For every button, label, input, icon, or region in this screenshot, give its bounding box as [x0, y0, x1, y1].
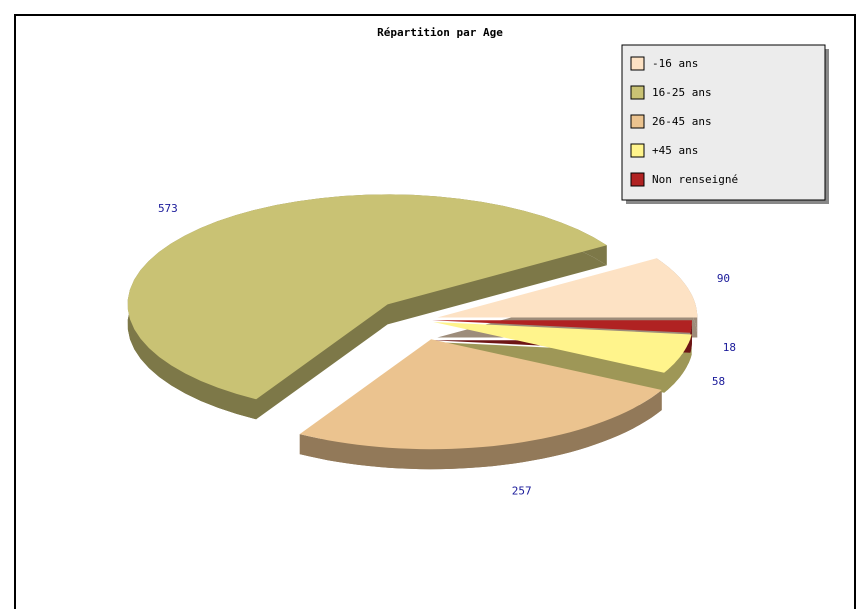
slice-side — [664, 334, 692, 393]
slice-side — [299, 390, 662, 470]
legend-label: Non renseigné — [652, 173, 738, 186]
legend-label: 26-45 ans — [652, 115, 712, 128]
slice — [299, 339, 662, 450]
legend-label: +45 ans — [652, 144, 698, 157]
data-label: 18 — [723, 341, 736, 354]
slice — [127, 194, 607, 400]
frame — [14, 14, 856, 609]
legend-label: 16-25 ans — [652, 86, 712, 99]
legend-swatch — [630, 143, 645, 158]
slice — [432, 320, 692, 333]
data-label: 90 — [717, 272, 730, 285]
legend — [621, 44, 826, 201]
slice — [433, 322, 692, 373]
data-label: 257 — [512, 484, 532, 497]
data-label: 58 — [712, 375, 725, 388]
slice — [437, 258, 698, 318]
data-label: 573 — [158, 202, 178, 215]
legend-swatch — [630, 85, 645, 100]
legend-swatch — [630, 172, 645, 187]
chart-title: Répartition par Age — [377, 26, 503, 39]
legend-swatch — [630, 56, 645, 71]
legend-label: -16 ans — [652, 57, 698, 70]
slice-side — [690, 320, 692, 353]
legend-swatch — [630, 114, 645, 129]
